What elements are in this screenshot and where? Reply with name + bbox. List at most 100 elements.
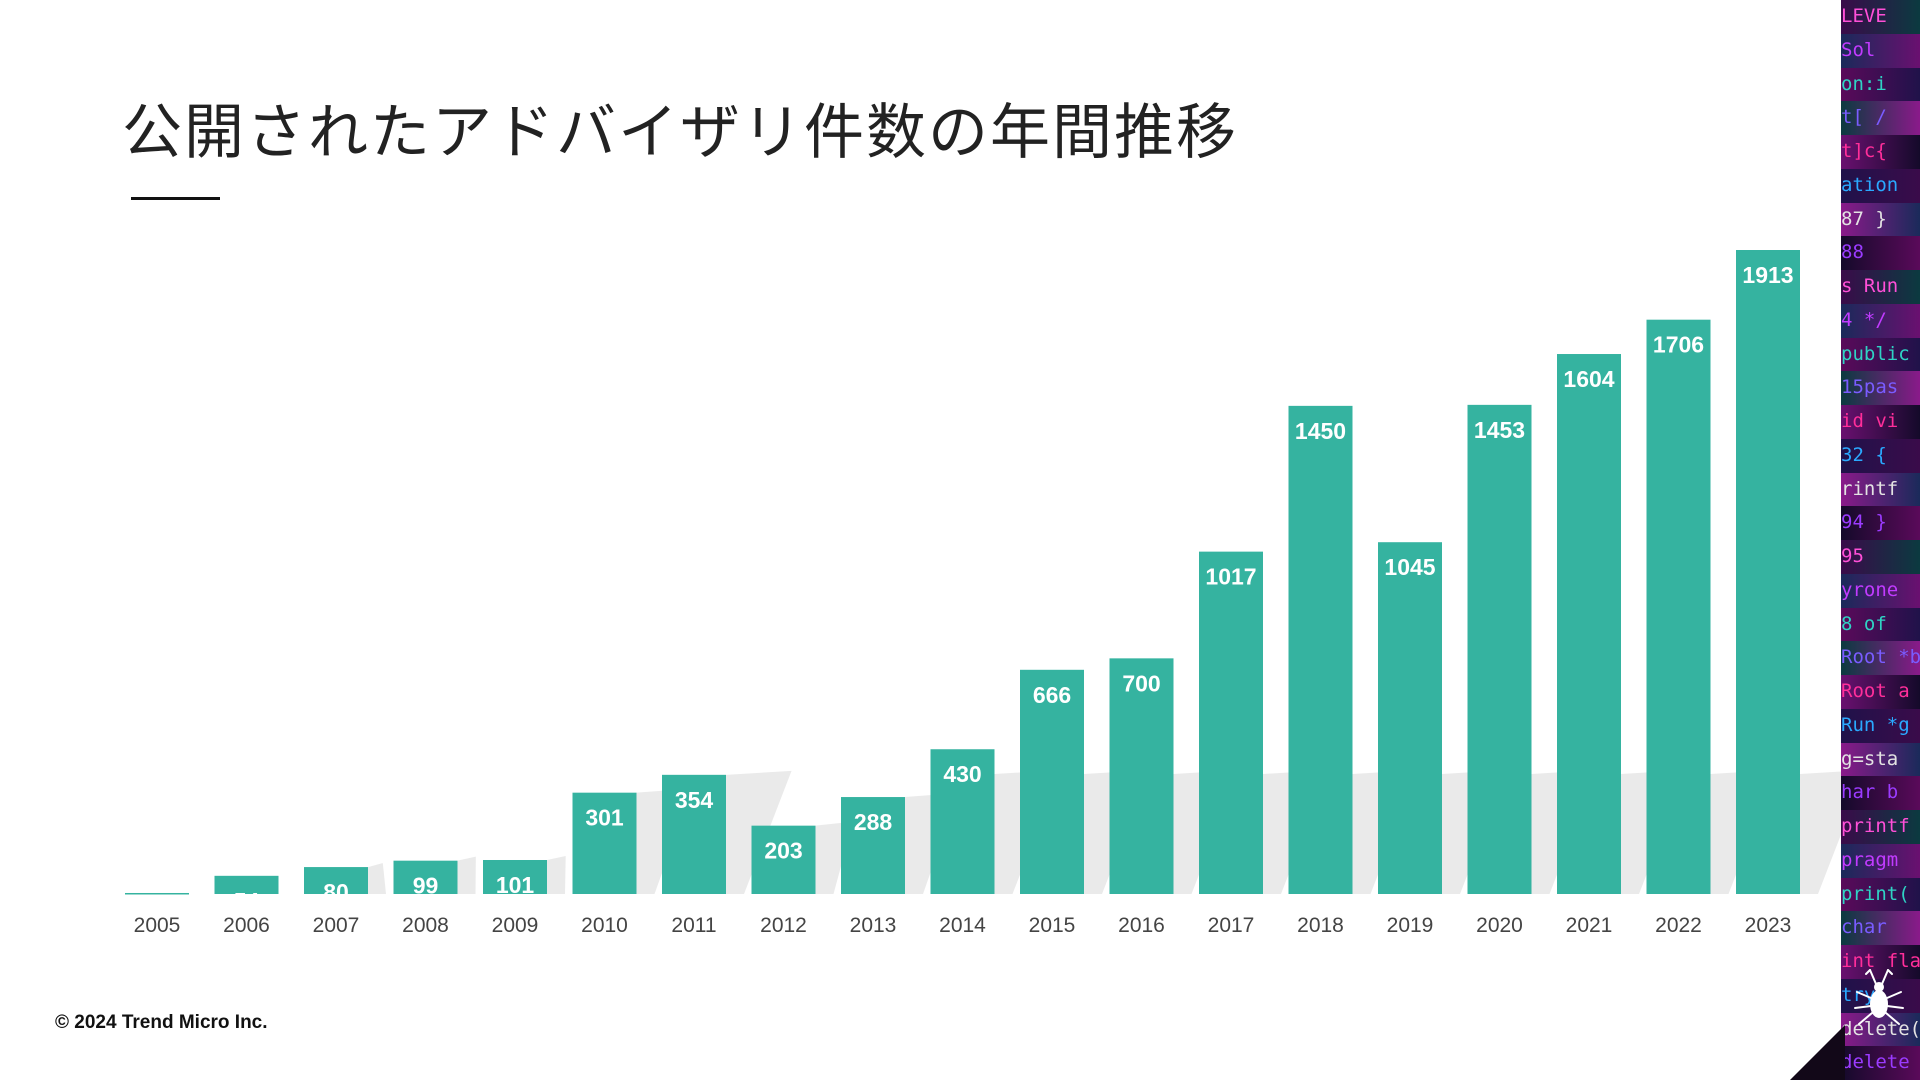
bar-2011	[662, 774, 726, 894]
decorative-code-strip: LEVE Sol on:i t[ / t]c{ation 87 } 88 s Run 4 */p…	[1841, 0, 1920, 1080]
bar-2006	[214, 875, 279, 894]
data-label-2015: 666	[1033, 682, 1071, 708]
strip-code-line: yrone	[1841, 573, 1920, 608]
corner-decoration	[1790, 1025, 1845, 1080]
data-label-2016: 700	[1122, 670, 1160, 696]
strip-code-line: Root a	[1841, 675, 1920, 709]
data-label-2011: 354	[675, 787, 714, 813]
strip-code-line: ation	[1841, 168, 1920, 203]
data-label-2018: 1450	[1295, 418, 1346, 444]
strip-code-line: 87 }	[1841, 202, 1920, 237]
strip-code-line: id vi	[1841, 405, 1920, 439]
data-label-2008: 99	[413, 873, 439, 899]
strip-code-line: delete	[1841, 1046, 1920, 1080]
strip-code-line: 94 }	[1841, 506, 1920, 540]
bar-shadow	[547, 855, 566, 894]
x-tick-label: 2021	[1566, 914, 1613, 937]
title-underline	[131, 197, 220, 200]
x-tick-label: 2013	[850, 914, 897, 937]
strip-code-line: 32 {	[1841, 438, 1920, 473]
bar-2013	[841, 797, 905, 894]
bar-2016	[1109, 658, 1174, 894]
x-tick-label: 2012	[760, 914, 807, 937]
bar-2021	[1557, 354, 1621, 894]
x-tick-label: 2006	[223, 914, 270, 937]
data-label-2009: 101	[496, 872, 535, 898]
strip-code-line: public	[1841, 337, 1920, 372]
strip-code-line: int fla	[1841, 945, 1920, 979]
data-label-2019: 1045	[1384, 554, 1435, 580]
x-tick-label: 2017	[1208, 914, 1255, 937]
bar-2005	[125, 892, 189, 895]
beetle-icon	[1854, 969, 1904, 1025]
strip-code-line: char	[1841, 911, 1920, 945]
bar-2023	[1736, 250, 1800, 894]
x-tick-label: 2010	[581, 914, 628, 937]
bar-shadow	[368, 863, 386, 894]
data-label-2023: 1913	[1742, 262, 1793, 288]
x-tick-label: 2020	[1476, 914, 1523, 937]
bar-2020	[1467, 404, 1532, 894]
data-label-2010: 301	[585, 805, 624, 831]
bar-2018	[1288, 405, 1353, 894]
x-tick-label: 2009	[492, 914, 539, 937]
strip-code-line: 15pas	[1841, 371, 1920, 405]
data-label-2013: 288	[854, 809, 893, 835]
bar-2019	[1378, 542, 1442, 894]
bar-2017	[1199, 551, 1263, 894]
strip-code-line: 88	[1841, 236, 1920, 270]
strip-code-line: printf	[1841, 810, 1920, 844]
strip-code-line: pragm	[1841, 843, 1920, 878]
strip-code-line: Sol	[1841, 33, 1920, 68]
strip-code-line: 95	[1841, 540, 1920, 574]
data-label-2021: 1604	[1563, 366, 1614, 392]
x-tick-label: 2018	[1297, 914, 1344, 937]
strip-code-line: har b	[1841, 776, 1920, 810]
x-tick-label: 2015	[1029, 914, 1076, 937]
data-label-2006: 54	[234, 888, 260, 914]
data-label-2014: 430	[943, 761, 981, 787]
x-tick-label: 2011	[671, 914, 716, 937]
bar-shadow	[457, 856, 476, 894]
x-tick-label: 2008	[402, 914, 449, 937]
strip-code-line: s Run	[1841, 270, 1920, 304]
data-label-2012: 203	[764, 838, 802, 864]
strip-code-line: print(	[1841, 877, 1920, 912]
data-label-2022: 1706	[1653, 332, 1704, 358]
data-label-2017: 1017	[1205, 564, 1256, 590]
strip-code-line: Root *b	[1841, 641, 1920, 675]
strip-code-line: on:i	[1841, 67, 1920, 102]
bar-2015	[1020, 669, 1084, 894]
bar-2007	[304, 867, 368, 894]
strip-code-line: 8 of	[1841, 607, 1920, 642]
x-tick-label: 2005	[134, 914, 181, 937]
bar-2010	[572, 792, 637, 894]
x-axis-tick-labels: 2005 2006 2007 2008 2009 2010 2011 2012 2013 2014…	[134, 914, 1792, 937]
x-tick-label: 2014	[939, 914, 986, 937]
bar-2009	[483, 859, 547, 894]
bar-2014	[930, 749, 995, 894]
x-tick-label: 2023	[1745, 914, 1792, 937]
x-tick-label: 2019	[1387, 914, 1434, 937]
strip-code-line: LEVE	[1841, 0, 1920, 34]
x-tick-label: 2007	[313, 914, 360, 937]
x-tick-label: 2022	[1655, 914, 1702, 937]
strip-code-line: t[ /	[1841, 101, 1920, 135]
data-label-2007: 80	[323, 879, 349, 905]
strip-code-line: Run *g	[1841, 708, 1920, 743]
bar-2022	[1646, 319, 1711, 894]
bars	[125, 250, 1800, 895]
bar-2012	[751, 825, 816, 894]
strip-code-line: rintf	[1841, 472, 1920, 507]
bar-2008	[393, 860, 458, 894]
strip-code-line: 4 */	[1841, 303, 1920, 338]
page-title: 公開されたアドバイザリ件数の年間推移	[122, 98, 1238, 168]
strip-code-line: t]c{	[1841, 135, 1920, 169]
x-tick-label: 2016	[1118, 914, 1165, 937]
strip-code-line: g=sta	[1841, 742, 1920, 777]
data-label-2020: 1453	[1474, 417, 1525, 443]
copyright-text: © 2024 Trend Micro Inc.	[55, 1012, 268, 1033]
